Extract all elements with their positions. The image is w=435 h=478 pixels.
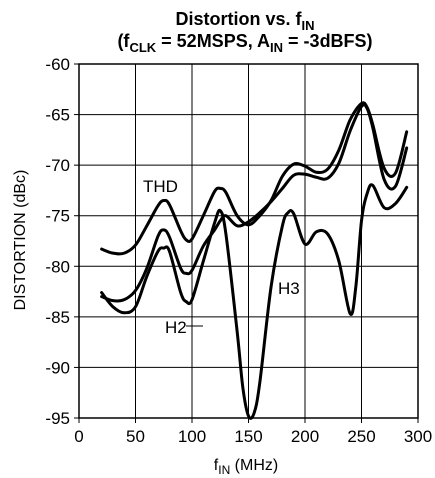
x-axis-label-rest: (MHz)	[230, 457, 278, 474]
y-tick-label: -65	[45, 106, 70, 125]
x-axis-label-sub: IN	[218, 463, 230, 477]
chart-title-line2-sub2: IN	[270, 40, 283, 55]
chart-title-line2-p1: (f	[117, 31, 130, 51]
x-tick-label: 100	[178, 427, 206, 446]
y-tick-label: -95	[45, 409, 70, 428]
y-tick-label: -60	[45, 55, 70, 74]
chart-title-line2-sub1: CLK	[129, 40, 156, 55]
chart-title-line1-main: Distortion vs. f	[175, 9, 302, 29]
x-tick-label: 300	[404, 427, 432, 446]
grid-layer	[74, 63, 419, 423]
annotation-layer: THD H2 H3	[143, 177, 300, 337]
x-tick-label: 200	[291, 427, 319, 446]
annotation-thd: THD	[143, 177, 178, 196]
chart-title-line1-sub: IN	[302, 18, 315, 33]
annotation-h2: H2	[165, 318, 187, 337]
y-tick-label: -70	[45, 156, 70, 175]
series-line-h2	[100, 103, 409, 303]
x-tick-label: 150	[234, 427, 262, 446]
x-tick-label: 250	[347, 427, 375, 446]
plot-frame	[78, 63, 419, 419]
chart-title-line1: Distortion vs. fIN	[175, 9, 314, 33]
chart-title-line2-p3: = -3dBFS)	[283, 31, 373, 51]
x-tick-label: 50	[126, 427, 145, 446]
x-axis-label-main: f	[214, 457, 219, 474]
chart-title-line2: (fCLK = 52MSPS, AIN = -3dBFS)	[117, 31, 372, 55]
y-tick-label: -80	[45, 257, 70, 276]
annotation-h3: H3	[278, 279, 300, 298]
series-line-thd	[100, 101, 409, 256]
y-tick-label: -85	[45, 308, 70, 327]
y-tick-label: -90	[45, 358, 70, 377]
y-tick-label: -75	[45, 207, 70, 226]
y-axis-label: DISTORTION (dBc)	[12, 170, 29, 311]
chart-title-line2-p2: = 52MSPS, A	[156, 31, 270, 51]
series-layer	[100, 101, 409, 420]
x-axis-label: fIN (MHz)	[214, 457, 278, 477]
tick-label-layer: 0 50 100 150 200 250 300 -60 -65 -70 -75 -80 -85 -90 -…	[45, 55, 432, 446]
x-tick-label: 0	[74, 427, 83, 446]
